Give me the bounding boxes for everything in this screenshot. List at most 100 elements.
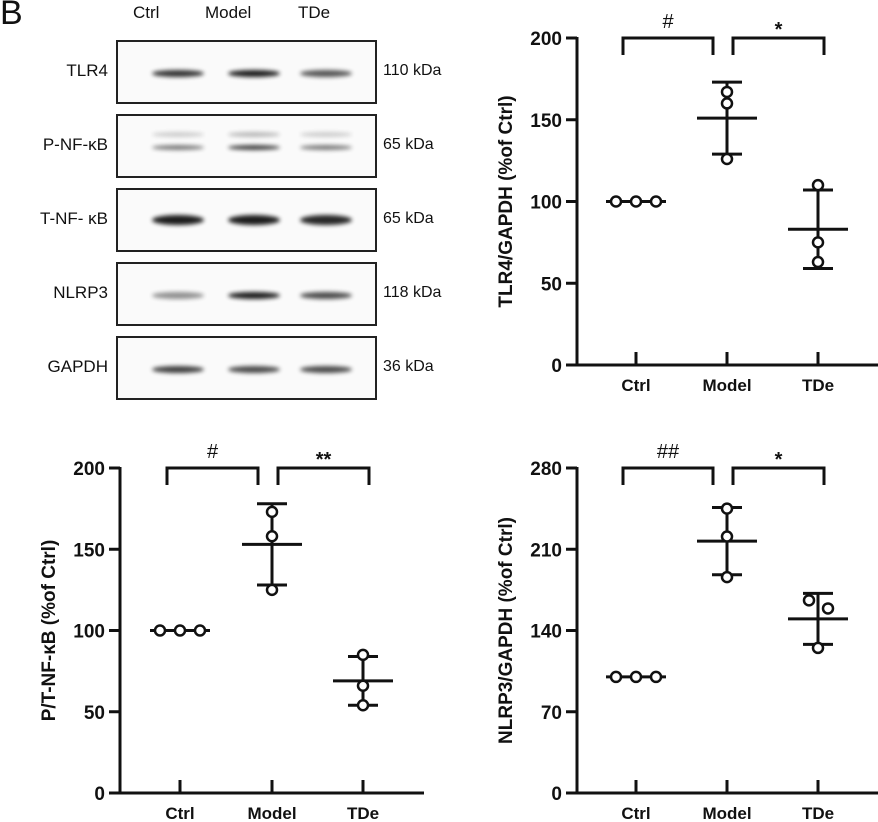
x-tick-label: Model (702, 376, 751, 395)
significance-bracket (731, 466, 826, 485)
data-point (609, 195, 623, 208)
y-tick-label: 150 (530, 111, 562, 132)
blot-band (152, 366, 204, 373)
x-tick-label: Model (247, 804, 296, 822)
y-axis-label: NLRP3/GAPDH (%of Ctrl) (496, 517, 517, 744)
data-point (356, 699, 370, 712)
lane-label-ctrl: Ctrl (133, 3, 160, 22)
blot-band (300, 215, 352, 225)
significance-bracket (276, 466, 371, 485)
blot-row-label: TLR4 (66, 61, 108, 80)
x-tick-label: Ctrl (621, 804, 650, 822)
blot-band (300, 145, 352, 150)
data-point (193, 624, 207, 637)
y-tick-label: 210 (530, 540, 562, 561)
data-point (356, 648, 370, 662)
blot-strip (116, 336, 377, 400)
y-tick-label: 100 (73, 622, 105, 643)
data-point (720, 570, 734, 584)
significance-label: * (775, 19, 783, 41)
blot-molecular-weight: 110 kDa (383, 62, 442, 79)
y-tick-label: 0 (551, 356, 562, 377)
data-point (629, 670, 643, 684)
significance-label: # (207, 441, 219, 463)
y-tick-label: 280 (530, 459, 562, 480)
blot-band (228, 292, 280, 299)
lane-label-tde: TDe (298, 3, 331, 22)
blot-band (300, 132, 352, 137)
y-tick-label: 50 (84, 703, 105, 724)
blot-molecular-weight: 65 kDa (383, 210, 434, 227)
data-point (802, 594, 816, 607)
x-tick-label: TDe (802, 376, 834, 395)
blot-band (300, 292, 352, 299)
blot-band (152, 292, 204, 299)
data-point (649, 670, 663, 684)
y-tick-label: 200 (73, 459, 105, 480)
data-point (265, 505, 279, 519)
data-point (811, 641, 825, 655)
lane-label-model: Model (205, 3, 252, 22)
significance-bracket (621, 36, 715, 55)
blot-band (228, 366, 280, 373)
chart-3: 0 70 140 210 280 Ctrl Model TDe ## * NLRP3/GAPDH (… (496, 441, 878, 822)
data-point (609, 670, 623, 684)
x-tick-label: Ctrl (621, 376, 650, 395)
data-point (356, 679, 370, 692)
y-tick-label: 70 (541, 703, 562, 724)
blot-band (228, 145, 280, 150)
data-point (720, 85, 734, 99)
blot-band (152, 215, 204, 225)
blot-row-label: NLRP3 (53, 283, 108, 302)
significance-label: * (775, 449, 783, 471)
blot-band (228, 215, 280, 225)
y-axis-label: TLR4/GAPDH (%of Ctrl) (496, 95, 517, 307)
significance-bracket (165, 466, 260, 485)
blot-strip (116, 114, 377, 178)
blot-molecular-weight: 65 kDa (383, 136, 434, 153)
blot-band (152, 70, 204, 77)
significance-label: # (662, 11, 674, 33)
blot-band (228, 70, 280, 77)
blot-band (152, 145, 204, 150)
x-tick-label: Ctrl (165, 804, 194, 822)
data-point (265, 583, 279, 597)
significance-bracket (621, 466, 715, 485)
blot-molecular-weight: 36 kDa (383, 358, 434, 375)
x-tick-label: Model (702, 804, 751, 822)
blot-band (300, 366, 352, 373)
y-axis-label: P/T-NF-κB (%of Ctrl) (39, 540, 60, 722)
data-point (811, 236, 825, 249)
x-tick-label: TDe (347, 804, 379, 822)
data-point (720, 530, 734, 543)
data-point (720, 97, 734, 110)
data-point (153, 624, 167, 637)
data-point (173, 624, 187, 637)
y-tick-label: 200 (530, 29, 562, 50)
data-point (629, 195, 643, 208)
blot-row-label: T-NF- κB (40, 209, 108, 228)
y-tick-label: 100 (530, 193, 562, 214)
data-point (649, 195, 663, 208)
data-point (265, 530, 279, 543)
data-point (821, 602, 835, 615)
blot-strip (116, 262, 377, 326)
y-tick-label: 140 (530, 622, 562, 643)
data-point (811, 255, 825, 269)
significance-label: ** (316, 449, 332, 471)
y-tick-label: 0 (551, 784, 562, 805)
blot-band (228, 132, 280, 137)
data-point (720, 152, 734, 166)
significance-bracket (731, 36, 826, 55)
blot-molecular-weight: 118 kDa (383, 284, 442, 301)
blot-row-label: P-NF-κB (42, 135, 108, 154)
panel-label: B (0, 0, 23, 32)
blot-strip (116, 188, 377, 252)
data-point (720, 502, 734, 515)
blot-strip (116, 40, 377, 104)
blot-row-label: GAPDH (47, 357, 108, 376)
x-tick-label: TDe (802, 804, 834, 822)
y-tick-label: 0 (94, 784, 105, 805)
y-tick-label: 50 (541, 274, 562, 295)
